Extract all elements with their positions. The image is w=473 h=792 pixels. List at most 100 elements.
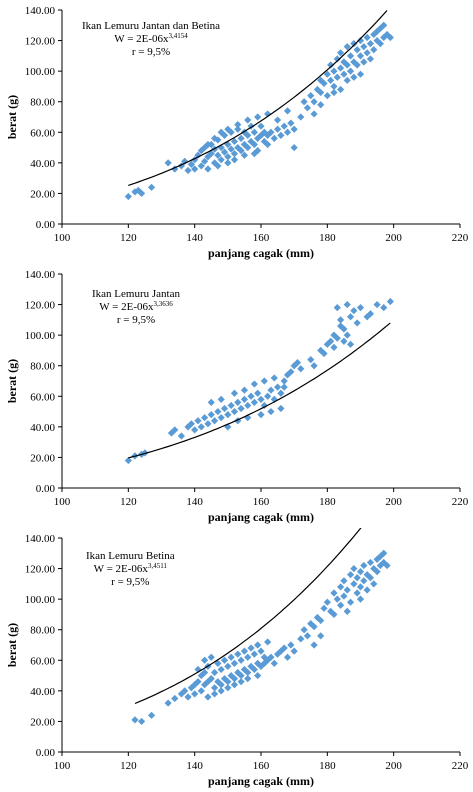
data-point: [350, 74, 357, 81]
equation-base: W = 2E-06x: [99, 301, 153, 313]
data-point: [231, 156, 238, 163]
x-tick-label: 160: [253, 232, 270, 244]
data-point: [347, 341, 354, 348]
data-point: [274, 116, 281, 123]
x-tick-label: 200: [385, 232, 402, 244]
data-point: [131, 716, 138, 723]
data-point: [244, 675, 251, 682]
data-point: [247, 644, 254, 651]
x-tick-label: 100: [54, 760, 71, 772]
x-tick-label: 200: [385, 496, 402, 508]
data-point: [350, 580, 357, 587]
data-point: [238, 135, 245, 142]
data-point: [330, 344, 337, 351]
data-point: [340, 71, 347, 78]
data-point: [380, 304, 387, 311]
data-point: [238, 405, 245, 412]
data-point: [208, 399, 215, 406]
data-point: [148, 184, 155, 191]
data-point: [364, 586, 371, 593]
data-point: [251, 129, 258, 136]
data-point: [330, 68, 337, 75]
data-point: [347, 313, 354, 320]
y-tick-label: 80.00: [30, 361, 55, 373]
data-point: [218, 687, 225, 694]
data-point: [337, 64, 344, 71]
data-point: [251, 380, 258, 387]
data-point: [334, 74, 341, 81]
x-tick-label: 100: [54, 496, 71, 508]
data-point: [340, 592, 347, 599]
data-point: [208, 411, 215, 418]
y-tick-label: 0.00: [36, 483, 56, 495]
data-point: [247, 393, 254, 400]
data-point: [165, 699, 172, 706]
data-point: [360, 58, 367, 65]
y-tick-label: 100.00: [25, 594, 56, 606]
data-point: [354, 589, 361, 596]
data-point: [344, 608, 351, 615]
data-point: [257, 411, 264, 418]
data-point: [367, 559, 374, 566]
data-point: [340, 577, 347, 584]
data-point: [370, 46, 377, 53]
chart-panel-1: 0.00 20.00 40.00 60.00 80.00 100.00 120.00 140.…: [0, 0, 473, 264]
data-point: [347, 68, 354, 75]
data-point: [254, 672, 261, 679]
data-point: [350, 565, 357, 572]
correlation-label: r = 9,5%: [86, 576, 175, 589]
data-point: [194, 417, 201, 424]
x-tick-label: 160: [253, 496, 270, 508]
x-tick-label: 140: [186, 232, 203, 244]
y-tick-label: 140.00: [25, 269, 56, 281]
data-point: [241, 648, 248, 655]
data-point: [334, 304, 341, 311]
data-point: [310, 362, 317, 369]
y-tick-label: 60.00: [30, 655, 55, 667]
data-point: [231, 660, 238, 667]
data-point: [357, 568, 364, 575]
data-point: [218, 414, 225, 421]
data-point: [310, 641, 317, 648]
y-tick-label: 0.00: [36, 219, 56, 231]
data-point: [354, 46, 361, 53]
correlation-label: r = 9,5%: [92, 314, 180, 327]
y-tick-label: 100.00: [25, 66, 56, 78]
x-tick-label: 220: [452, 496, 469, 508]
data-point: [357, 71, 364, 78]
data-point: [184, 167, 191, 174]
data-point: [330, 89, 337, 96]
data-point: [234, 399, 241, 406]
equation-exponent: 3,4511: [148, 562, 167, 570]
y-tick-label: 0.00: [36, 747, 56, 759]
data-point: [337, 316, 344, 323]
data-point: [257, 123, 264, 130]
data-point: [354, 319, 361, 326]
data-point: [231, 681, 238, 688]
data-point: [334, 596, 341, 603]
y-tick-label: 80.00: [30, 97, 55, 109]
y-tick-label: 40.00: [30, 422, 55, 434]
data-point: [244, 654, 251, 661]
data-point: [231, 390, 238, 397]
data-point: [264, 393, 271, 400]
data-point: [238, 657, 245, 664]
data-point: [224, 159, 231, 166]
y-axis-title: berat (g): [5, 359, 19, 403]
y-tick-label: 20.00: [30, 716, 55, 728]
data-point: [267, 408, 274, 415]
chart-annotation: Ikan Lemuru Betina W = 2E-06x3,4511 r = …: [86, 550, 175, 589]
data-point: [224, 663, 231, 670]
data-point: [324, 599, 331, 606]
data-point: [277, 132, 284, 139]
equation-exponent: 3,3636: [154, 300, 173, 308]
data-point: [281, 384, 288, 391]
data-point: [317, 632, 324, 639]
data-point: [165, 159, 172, 166]
data-point: [198, 423, 205, 430]
data-point: [364, 49, 371, 56]
data-point: [297, 635, 304, 642]
data-point: [191, 690, 198, 697]
data-point: [277, 405, 284, 412]
data-point: [340, 338, 347, 345]
